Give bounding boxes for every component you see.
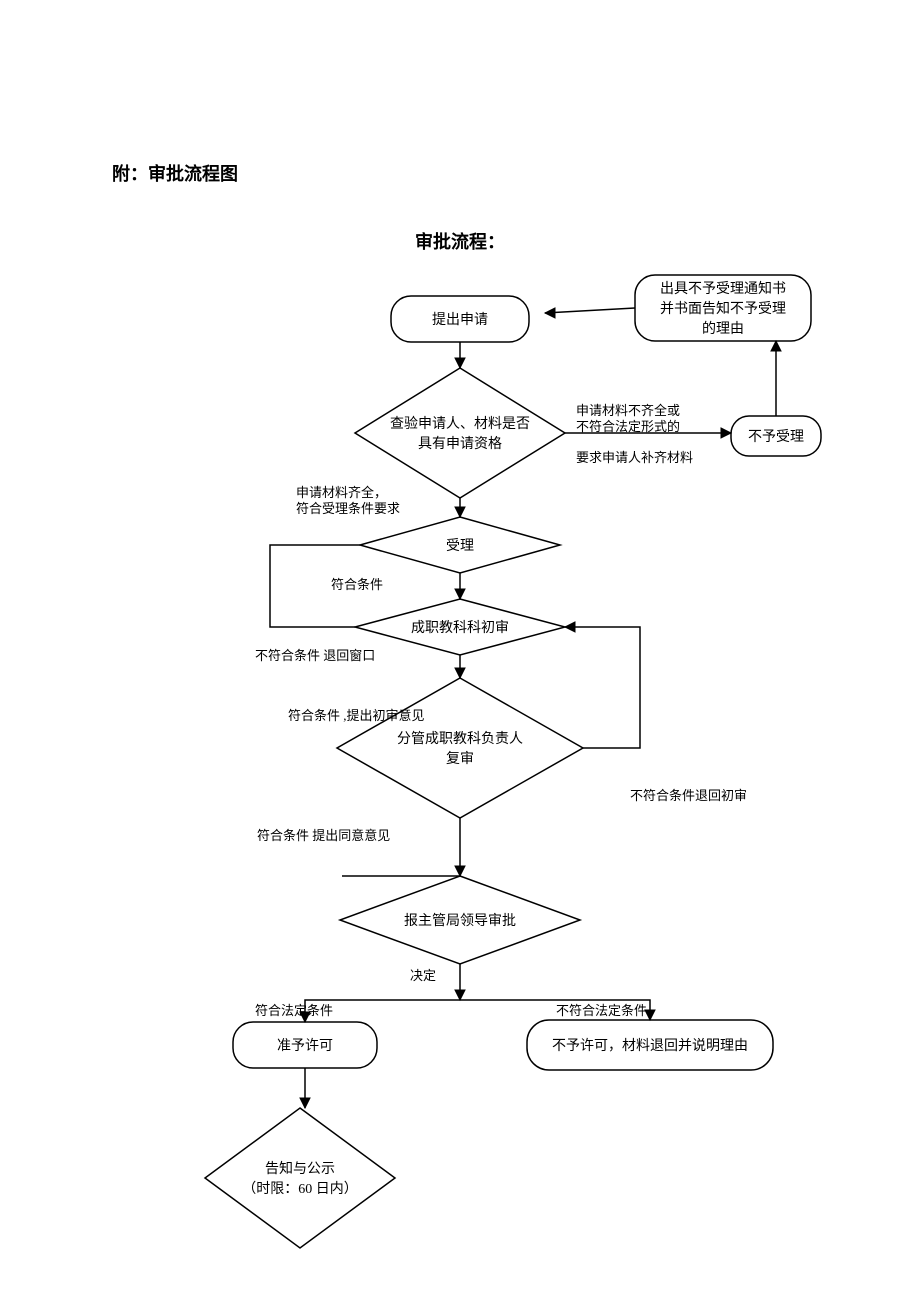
label-l_pass3: 符合条件 提出同意意见 [257,828,390,843]
svg-text:不予受理: 不予受理 [748,429,804,445]
svg-text:报主管局领导审批: 报主管局领导审批 [404,913,516,929]
svg-text:出具不予受理通知书: 出具不予受理通知书 [660,280,786,297]
svg-text:分管成职教科负责人: 分管成职教科负责人 [397,731,523,747]
edge-5 [455,964,465,1000]
svg-text:决定: 决定 [410,968,436,983]
node-apply: 提出申请 [391,296,529,342]
svg-text:符合受理条件要求: 符合受理条件要求 [296,501,400,516]
svg-text:符合条件: 符合条件 [331,577,383,592]
svg-text:成职教科科初审: 成职教科科初审 [411,619,509,636]
svg-text:具有申请资格: 具有申请资格 [418,436,502,452]
svg-text:（时限：60 日内）: （时限：60 日内） [242,1181,358,1197]
node-notice: 告知与公示 （时限：60 日内） [205,1108,395,1248]
flowchart: 附：审批流程图 审批流程： 提出申请 出具不予受理通知书并书面告知不予受理的理由不… [0,0,920,1302]
edge-3 [455,655,465,678]
node-initrev: 成职教科科初审 [355,599,565,655]
label-l_decide: 决定 [410,968,436,983]
label-l_legal_no: 不符合法定条件 [556,1003,647,1018]
edge-4 [455,818,465,876]
label-l_pass2: 符合条件 ,提出初审意见 [288,708,425,723]
svg-text:查验申请人、材料是否: 查验申请人、材料是否 [390,416,530,432]
edge-10 [771,341,781,416]
label-l_mat_ok: 申请材料齐全，符合受理条件要求 [296,485,400,516]
page-heading: 附：审批流程图 [112,163,238,184]
label-l_mat_incomplete: 申请材料不齐全或不符合法定形式的 [576,403,680,434]
svg-text:符合法定条件: 符合法定条件 [255,1003,333,1018]
node-accept: 受理 [360,517,560,573]
svg-text:准予许可: 准予许可 [277,1038,333,1054]
node-no_accept: 不予受理 [731,416,821,456]
svg-text:不予许可，材料退回并说明理由: 不予许可，材料退回并说明理由 [552,1038,748,1054]
svg-text:符合条件 提出同意意见: 符合条件 提出同意意见 [257,828,390,843]
svg-text:申请材料不齐全或: 申请材料不齐全或 [576,403,680,418]
node-deny: 不予许可，材料退回并说明理由 [527,1020,773,1070]
svg-text:提出申请: 提出申请 [432,312,488,328]
nodes: 提出申请 出具不予受理通知书并书面告知不予受理的理由不予受理 查验申请人、材料是否具… [205,275,821,1248]
node-check: 查验申请人、材料是否具有申请资格 [355,368,565,498]
label-l_req_supp: 要求申请人补齐材料 [576,450,693,465]
svg-text:申请材料齐全，: 申请材料齐全， [296,485,387,500]
node-permit: 准予许可 [233,1022,377,1068]
edge-0 [455,342,465,368]
edge-12 [565,622,640,748]
edge-2 [455,573,465,599]
node-approval: 报主管局领导审批 [340,876,580,964]
edge-1 [455,498,465,517]
svg-text:不符合法定形式的: 不符合法定形式的 [576,419,680,434]
label-l_fail_return: 不符合条件 退回窗口 [255,648,375,663]
svg-text:不符合法定条件: 不符合法定条件 [556,1003,647,1018]
svg-text:告知与公示: 告知与公示 [265,1160,335,1177]
edge-11 [545,308,635,318]
edge-8 [300,1068,310,1108]
svg-text:复审: 复审 [446,750,474,767]
svg-text:不符合条件退回初审: 不符合条件退回初审 [630,788,747,803]
label-l_pass1: 符合条件 [331,577,383,592]
label-l_legal_ok: 符合法定条件 [255,1003,333,1018]
svg-text:的理由: 的理由 [702,321,744,337]
svg-text:符合条件 ,提出初审意见: 符合条件 ,提出初审意见 [288,708,425,723]
svg-text:要求申请人补齐材料: 要求申请人补齐材料 [576,450,693,465]
node-reject_note: 出具不予受理通知书并书面告知不予受理的理由 [635,275,811,341]
label-l_fail_back: 不符合条件退回初审 [630,788,747,803]
svg-text:不符合条件 退回窗口: 不符合条件 退回窗口 [255,648,375,663]
svg-text:并书面告知不予受理: 并书面告知不予受理 [660,300,786,317]
svg-text:受理: 受理 [446,538,474,554]
chart-title: 审批流程： [415,231,505,252]
node-review: 分管成职教科负责人复审 [337,678,583,818]
